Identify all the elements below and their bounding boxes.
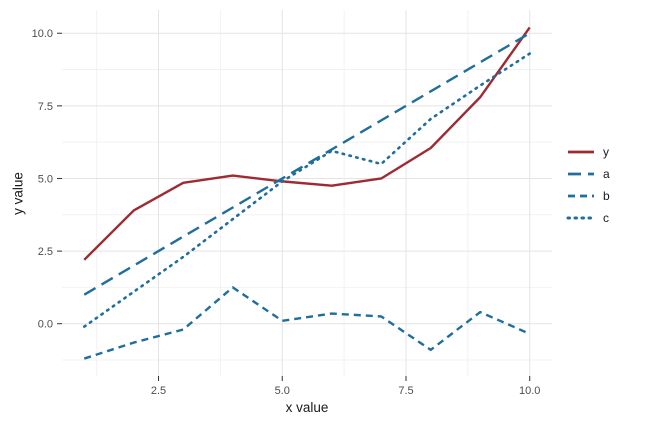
x-tick-label: 7.5 bbox=[398, 385, 413, 397]
legend-label-c: c bbox=[603, 211, 609, 225]
y-tick-label: 0.0 bbox=[38, 319, 53, 331]
y-tick-label: 2.5 bbox=[38, 246, 53, 258]
x-axis-title: x value bbox=[285, 400, 329, 415]
legend-item-a: a bbox=[566, 168, 610, 180]
x-tick-label: 10.0 bbox=[519, 385, 540, 397]
legend-item-y: y bbox=[566, 146, 610, 158]
legend-line-sample-c bbox=[566, 216, 596, 220]
x-tick-label: 2.5 bbox=[151, 385, 166, 397]
legend-label-y: y bbox=[603, 145, 609, 159]
y-axis-title: y value bbox=[10, 172, 26, 215]
legend-label-b: b bbox=[603, 189, 610, 203]
series-line-b bbox=[83, 286, 531, 360]
y-tick-label: 7.5 bbox=[38, 101, 53, 113]
legend-line-sample-a bbox=[568, 172, 594, 176]
y-tick-label: 5.0 bbox=[38, 173, 53, 185]
legend-item-b: b bbox=[566, 190, 610, 202]
y-tick-label: 10.0 bbox=[32, 28, 53, 40]
legend-line-sample-y bbox=[568, 150, 594, 154]
legend-label-a: a bbox=[603, 167, 610, 181]
series-line-y bbox=[83, 26, 531, 261]
series-line-c bbox=[82, 52, 532, 328]
x-tick-label: 5.0 bbox=[275, 385, 290, 397]
series-line-a bbox=[83, 32, 531, 296]
legend-item-c: c bbox=[566, 212, 610, 224]
legend-line-sample-b bbox=[568, 194, 594, 198]
